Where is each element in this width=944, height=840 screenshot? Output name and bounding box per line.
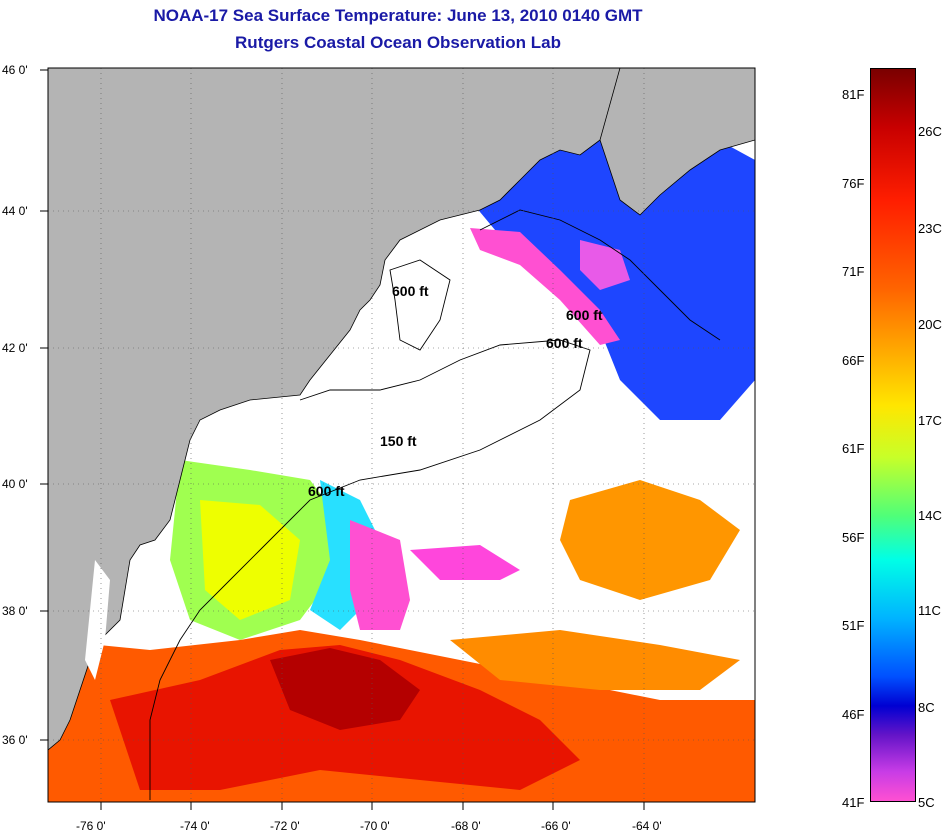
nova-scotia [599, 68, 755, 216]
colorbar-c-label: 5C [918, 795, 935, 810]
lon-label: -72 0' [270, 819, 300, 833]
colorbar-c-label: 14C [918, 508, 942, 523]
cold-water-pink-patch [580, 240, 630, 290]
colorbar-f-label: 56F [842, 530, 865, 545]
lon-label: -74 0' [180, 819, 210, 833]
hot-core [270, 648, 420, 730]
pink-band [410, 545, 520, 580]
colorbar-f-label: 81F [842, 87, 865, 102]
lat-label: 46 0' [2, 63, 28, 77]
colorbar-f-label: 51F [842, 618, 865, 633]
lat-label: 40 0' [2, 477, 28, 491]
contour-label-150ft: 150 ft [380, 433, 417, 449]
contour-label-600ft-1: 600 ft [392, 283, 429, 299]
lon-label: -66 0' [541, 819, 571, 833]
colorbar-f-label: 41F [842, 795, 865, 810]
lon-label: -68 0' [451, 819, 481, 833]
temperature-colorbar [870, 68, 916, 802]
slope-water-magenta [350, 520, 410, 630]
map-title: NOAA-17 Sea Surface Temperature: June 13… [153, 6, 643, 25]
colorbar-f-label: 46F [842, 707, 865, 722]
map-subtitle: Rutgers Coastal Ocean Observation Lab [235, 33, 561, 52]
colorbar-f-label: 61F [842, 441, 865, 456]
cold-water-magenta [470, 228, 620, 345]
chesapeake-bay [85, 560, 110, 680]
map-plot-area: 600 ft 600 ft 600 ft 150 ft 600 ft [48, 68, 755, 802]
colorbar-c-label: 11C [918, 603, 941, 618]
colorbar-c-label: 23C [918, 221, 942, 236]
warm-patch-east [450, 630, 740, 690]
axis-ticks [40, 69, 645, 810]
colorbar-f-label: 76F [842, 176, 865, 191]
colorbar-c-label: 26C [918, 124, 942, 139]
contour-label-600ft-3: 600 ft [546, 335, 583, 351]
lon-label: -64 0' [632, 819, 662, 833]
lon-label: -76 0' [76, 819, 106, 833]
bathymetry-contours [149, 209, 721, 800]
colorbar-f-label: 71F [842, 264, 865, 279]
lat-label: 42 0' [2, 341, 28, 355]
lat-label: 38 0' [2, 604, 28, 618]
colorbar-c-label: 8C [918, 700, 935, 715]
lon-label: -70 0' [360, 819, 390, 833]
contour-label-600ft-4: 600 ft [308, 483, 345, 499]
contour-label-600ft-2: 600 ft [566, 307, 603, 323]
colorbar-c-label: 20C [918, 317, 942, 332]
map-frame [47, 67, 756, 803]
colorbar-f-label: 66F [842, 353, 865, 368]
colorbar-c-label: 17C [918, 413, 942, 428]
warm-eddy [560, 480, 740, 600]
lat-label: 36 0' [2, 733, 28, 747]
lat-label: 44 0' [2, 204, 28, 218]
land-mass [48, 68, 755, 751]
